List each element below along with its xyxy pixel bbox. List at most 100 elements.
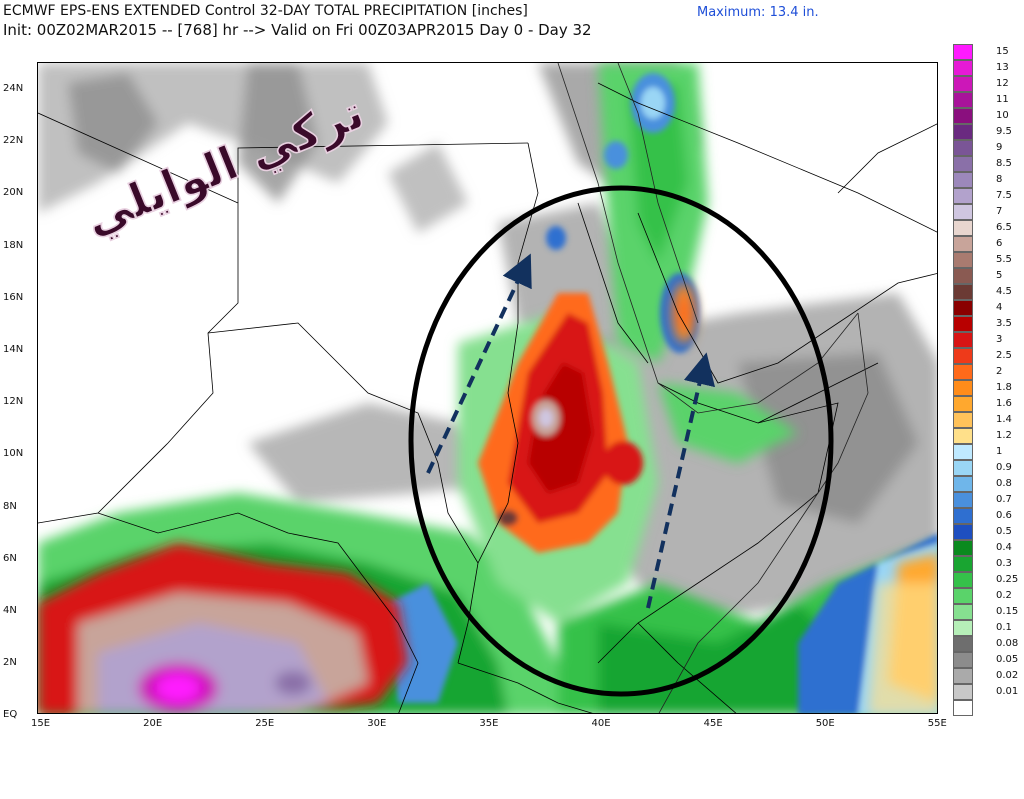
legend-label: 2.5 xyxy=(996,350,1012,361)
latitude-label: 24N xyxy=(3,83,24,94)
longitude-label: 20E xyxy=(143,718,163,729)
legend-label: 0.3 xyxy=(996,558,1012,569)
legend-label: 3 xyxy=(996,334,1003,345)
legend-label: 11 xyxy=(996,94,1009,105)
chart-subtitle: Init: 00Z02MAR2015 -- [768] hr --> Valid… xyxy=(3,21,592,39)
legend-label: 1.4 xyxy=(996,414,1012,425)
legend-swatch xyxy=(953,316,973,332)
legend-swatch xyxy=(953,268,973,284)
chart-title: ECMWF EPS-ENS EXTENDED Control 32-DAY TO… xyxy=(3,3,528,19)
legend-label: 0.9 xyxy=(996,462,1012,473)
legend-swatch xyxy=(953,700,973,716)
precip-red-central-africa xyxy=(38,543,408,713)
legend-label: 1.2 xyxy=(996,430,1012,441)
watermark-logo: تركي الوايلي xyxy=(76,84,372,246)
legend-label: 0.15 xyxy=(996,606,1019,617)
legend-swatch xyxy=(953,44,973,60)
legend-label: 5 xyxy=(996,270,1003,281)
legend-swatch xyxy=(953,572,973,588)
longitude-label: 15E xyxy=(31,718,51,729)
latitude-label: 12N xyxy=(3,396,24,408)
legend-swatch xyxy=(953,284,973,300)
legend-swatch xyxy=(953,460,973,476)
legend-swatch xyxy=(953,172,973,188)
legend-swatch xyxy=(953,620,973,636)
legend-swatch xyxy=(953,524,973,540)
latitude-label: 6N xyxy=(3,552,17,564)
legend-label: 8 xyxy=(996,174,1003,185)
legend-label: 1 xyxy=(996,446,1003,457)
legend-label: 13 xyxy=(996,62,1009,73)
legend-swatch xyxy=(953,156,973,172)
legend-label: 6 xyxy=(996,238,1003,249)
legend-label: 4 xyxy=(996,302,1003,313)
legend-label: 0.01 xyxy=(996,686,1019,697)
legend-label: 5.5 xyxy=(996,254,1012,265)
legend-swatch xyxy=(953,348,973,364)
map-panel xyxy=(37,62,938,714)
legend-label: 1.6 xyxy=(996,398,1012,409)
maximum-value: Maximum: 13.4 in. xyxy=(697,5,819,20)
precip-orange-southeast xyxy=(672,283,937,713)
legend-swatch xyxy=(953,684,973,700)
legend-swatch xyxy=(953,476,973,492)
legend-label: 6.5 xyxy=(996,222,1012,233)
legend-label: 0.25 xyxy=(996,574,1019,585)
legend-swatch xyxy=(953,124,973,140)
latitude-label: 20N xyxy=(3,187,24,199)
latitude-label: 4N xyxy=(3,605,17,616)
legend-label: 0.8 xyxy=(996,478,1012,489)
legend-swatch xyxy=(953,364,973,380)
legend-label: 0.6 xyxy=(996,510,1012,521)
precipitation-map xyxy=(38,63,937,713)
longitude-label: 35E xyxy=(479,718,499,729)
arrow-east xyxy=(646,352,716,609)
legend-swatch xyxy=(953,204,973,220)
legend-swatch xyxy=(953,508,973,524)
legend-swatch xyxy=(953,380,973,396)
legend-swatch xyxy=(953,540,973,556)
latitude-label: 18N xyxy=(3,239,24,251)
longitude-label: 55E xyxy=(927,718,947,729)
legend-swatch xyxy=(953,300,973,316)
legend-label: 0.7 xyxy=(996,494,1012,505)
legend-label: 4.5 xyxy=(996,286,1012,297)
legend-swatch xyxy=(953,108,973,124)
legend-label: 7 xyxy=(996,206,1003,217)
legend-swatch xyxy=(953,140,973,156)
legend-label: 3.5 xyxy=(996,318,1012,329)
watermark-text: تركي الوايلي xyxy=(77,85,371,246)
legend-label: 7.5 xyxy=(996,190,1012,201)
country-borders xyxy=(38,82,937,713)
legend-label: 10 xyxy=(996,110,1009,121)
latitude-label: 16N xyxy=(3,291,24,303)
legend-swatch xyxy=(953,492,973,508)
latitude-label: 10N xyxy=(3,448,24,460)
longitude-label: 50E xyxy=(815,718,835,729)
longitude-label: 45E xyxy=(703,718,723,729)
legend-swatch xyxy=(953,668,973,684)
longitude-label: 25E xyxy=(255,718,275,729)
legend-swatch xyxy=(953,556,973,572)
legend-swatch xyxy=(953,252,973,268)
legend-label: 0.05 xyxy=(996,654,1019,665)
legend-swatch xyxy=(953,396,973,412)
legend-swatch xyxy=(953,236,973,252)
legend-label: 0.1 xyxy=(996,622,1012,633)
legend-label: 0.5 xyxy=(996,526,1012,537)
coastlines xyxy=(557,63,869,713)
legend-label: 0.08 xyxy=(996,638,1019,649)
legend-label: 9 xyxy=(996,142,1003,153)
legend-swatch xyxy=(953,188,973,204)
legend-swatch xyxy=(953,636,973,652)
longitude-label: 30E xyxy=(367,718,387,729)
legend-swatch xyxy=(953,604,973,620)
legend-label: 0.02 xyxy=(996,670,1019,681)
legend-swatch xyxy=(953,652,973,668)
longitude-label: 40E xyxy=(591,718,611,729)
precip-red-ethiopia xyxy=(478,293,643,553)
legend-label: 8.5 xyxy=(996,158,1012,169)
legend-swatch xyxy=(953,92,973,108)
legend-label: 15 xyxy=(996,46,1009,57)
legend-label: 9.5 xyxy=(996,126,1012,137)
